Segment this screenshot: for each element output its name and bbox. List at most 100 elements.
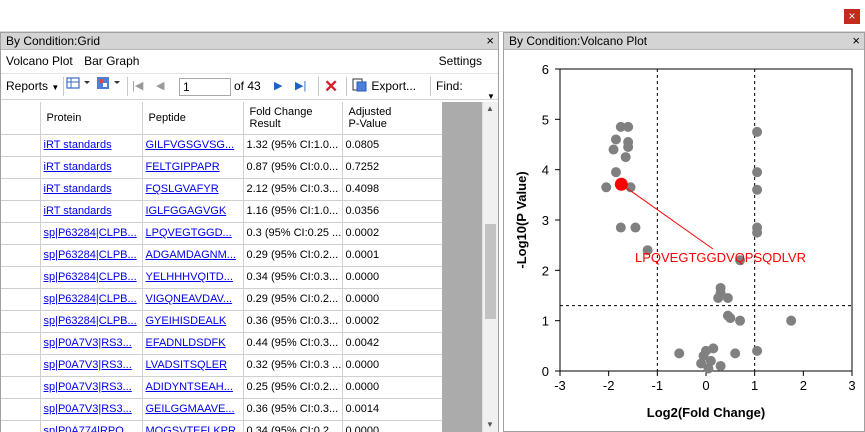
row-header[interactable] [1,222,41,245]
peptide-cell[interactable]: IGLFGGAGVGK [142,200,244,223]
table-row[interactable]: iRT standards GILFVGSGVSG... 1.32 (95% CI:… [1,134,442,157]
data-point[interactable] [735,255,746,266]
protein-cell[interactable]: sp|P63284|CLPB... [40,310,143,333]
data-point[interactable] [752,227,763,238]
row-header[interactable] [1,332,41,355]
scrollbar-thumb[interactable] [485,224,496,319]
data-point[interactable] [786,315,797,326]
protein-link[interactable]: sp|P0A7V3|RS3... [43,381,132,393]
fold-change-cell[interactable]: 1.16 (95% CI:1.0... [243,200,343,223]
peptide-link[interactable]: IGLFGGAGVGK [145,205,227,217]
row-header[interactable] [1,376,41,399]
data-point[interactable] [601,182,612,193]
table-row[interactable]: sp|P63284|CLPB... YELHHHVQITD... 0.34 (95%… [1,266,442,289]
protein-cell[interactable]: iRT standards [40,156,143,179]
peptide-cell[interactable]: LPQVEGTGGD... [142,222,244,245]
peptide-link[interactable]: ADGAMDAGNM... [145,249,236,261]
row-header[interactable] [1,266,41,289]
pivot-button[interactable] [96,74,122,99]
fold-change-cell[interactable]: 0.44 (95% CI:0.3... [243,332,343,355]
last-page-icon[interactable]: ▶| [295,80,307,92]
peptide-link[interactable]: LPQVEGTGGD... [145,227,232,239]
previous-page-icon[interactable]: ◀ [156,80,165,92]
data-point[interactable] [703,363,714,374]
column-header-protein[interactable]: Protein [40,102,143,135]
table-row[interactable]: sp|P63284|CLPB... VIGQNEAVDAV... 0.29 (95%… [1,288,442,311]
peptide-link[interactable]: GEILGGMAAVE... [145,403,235,415]
volcano-plot[interactable]: -3 -2 -1 0 1 2 3 0 1 2 3 4 5 6 LPQVEGTGGDVQPSQDLVR Lo… [504,51,864,432]
table-row[interactable]: sp|P63284|CLPB... ADGAMDAGNM... 0.29 (95% … [1,244,442,267]
settings-menu[interactable]: Settings [438,54,482,68]
peptide-link[interactable]: FQSLGVAFYR [145,183,219,195]
table-row[interactable]: sp|P63284|CLPB... LPQVEGTGGD... 0.3 (95% C… [1,222,442,245]
protein-link[interactable]: sp|P0A7V3|RS3... [43,403,132,415]
protein-link[interactable]: sp|P63284|CLPB... [43,271,137,283]
peptide-cell[interactable]: YELHHHVQITD... [142,266,244,289]
peptide-cell[interactable]: ADGAMDAGNM... [142,244,244,267]
peptide-link[interactable]: ADIDYNTSEAH... [145,381,233,393]
data-point[interactable] [752,126,763,137]
data-point[interactable] [610,134,621,145]
data-point[interactable] [608,144,619,155]
peptide-link[interactable]: GILFVGSGVSG... [145,139,235,151]
protein-cell[interactable]: iRT standards [40,178,143,201]
bar-graph-menu[interactable]: Bar Graph [84,54,140,68]
peptide-link[interactable]: FELTGIPPAPR [145,161,220,173]
data-point[interactable] [713,293,724,304]
protein-cell[interactable]: sp|P0A7V3|RS3... [40,376,143,399]
p-value-cell[interactable]: 0.7252 [342,156,442,179]
grid-vertical-scrollbar[interactable]: ▲ ▼ [482,102,498,432]
p-value-cell[interactable]: 0.0000 [342,354,442,377]
p-value-cell[interactable]: 0.4098 [342,178,442,201]
data-point[interactable] [620,152,631,163]
table-row[interactable]: sp|P0A7V3|RS3... GEILGGMAAVE... 0.36 (95% … [1,398,442,421]
data-point[interactable] [725,313,736,324]
p-value-cell[interactable]: 0.0001 [342,244,442,267]
scroll-down-icon[interactable]: ▼ [486,420,494,429]
window-close-button[interactable]: × [844,9,860,24]
fold-change-cell[interactable]: 0.32 (95% CI:0.3 ... [243,354,343,377]
peptide-cell[interactable]: LVADSITSQLER [142,354,244,377]
protein-cell[interactable]: sp|P63284|CLPB... [40,288,143,311]
p-value-cell[interactable]: 0.0014 [342,398,442,421]
volcano-plot-menu[interactable]: Volcano Plot [6,54,73,68]
p-value-cell[interactable]: 0.0000 [342,420,442,432]
table-row[interactable]: sp|P63284|CLPB... GYEIHISDEALK 0.36 (95% C… [1,310,442,333]
table-row[interactable]: sp|P0A7V3|RS3... LVADSITSQLER 0.32 (95% CI… [1,354,442,377]
peptide-link[interactable]: MQGSVTEFLKPR [145,425,236,432]
first-page-icon[interactable]: |◀ [132,80,144,92]
fold-change-cell[interactable]: 0.3 (95% CI:0.25 ... [243,222,343,245]
fold-change-cell[interactable]: 0.36 (95% CI:0.3... [243,398,343,421]
row-header[interactable] [1,288,41,311]
data-point[interactable] [722,293,733,304]
data-point[interactable] [752,167,763,178]
peptide-cell[interactable]: EFADNLDSDFK [142,332,244,355]
peptide-cell[interactable]: GILFVGSGVSG... [142,134,244,157]
table-row[interactable]: sp|P0A774|RPO... MQGSVTEFLKPR 0.34 (95% CI… [1,420,442,432]
p-value-cell[interactable]: 0.0805 [342,134,442,157]
protein-link[interactable]: iRT standards [43,161,112,173]
row-header[interactable] [1,178,41,201]
table-row[interactable]: iRT standards FQSLGVAFYR 2.12 (95% CI:0.3.… [1,178,442,201]
protein-link[interactable]: sp|P63284|CLPB... [43,249,137,261]
data-point[interactable] [623,142,634,153]
protein-link[interactable]: sp|P0A7V3|RS3... [43,337,132,349]
fold-change-cell[interactable]: 0.34 (95% CI:0.3... [243,266,343,289]
row-header[interactable] [1,354,41,377]
data-point[interactable] [610,167,621,178]
peptide-cell[interactable]: FQSLGVAFYR [142,178,244,201]
fold-change-cell[interactable]: 2.12 (95% CI:0.3... [243,178,343,201]
volcano-pane-close-button[interactable]: × [852,33,860,48]
reports-dropdown[interactable]: Reports ▼ [6,74,59,100]
table-row[interactable]: sp|P0A7V3|RS3... ADIDYNTSEAH... 0.25 (95% … [1,376,442,399]
data-point[interactable] [715,360,726,371]
row-header[interactable] [1,310,41,333]
data-point[interactable] [674,348,685,359]
page-number-input[interactable] [179,78,231,96]
data-point[interactable] [698,350,709,361]
row-header[interactable] [1,420,41,432]
grid-pane-close-button[interactable]: × [486,33,494,48]
protein-link[interactable]: sp|P63284|CLPB... [43,315,137,327]
peptide-link[interactable]: VIGQNEAVDAV... [145,293,233,305]
protein-link[interactable]: sp|P63284|CLPB... [43,227,137,239]
